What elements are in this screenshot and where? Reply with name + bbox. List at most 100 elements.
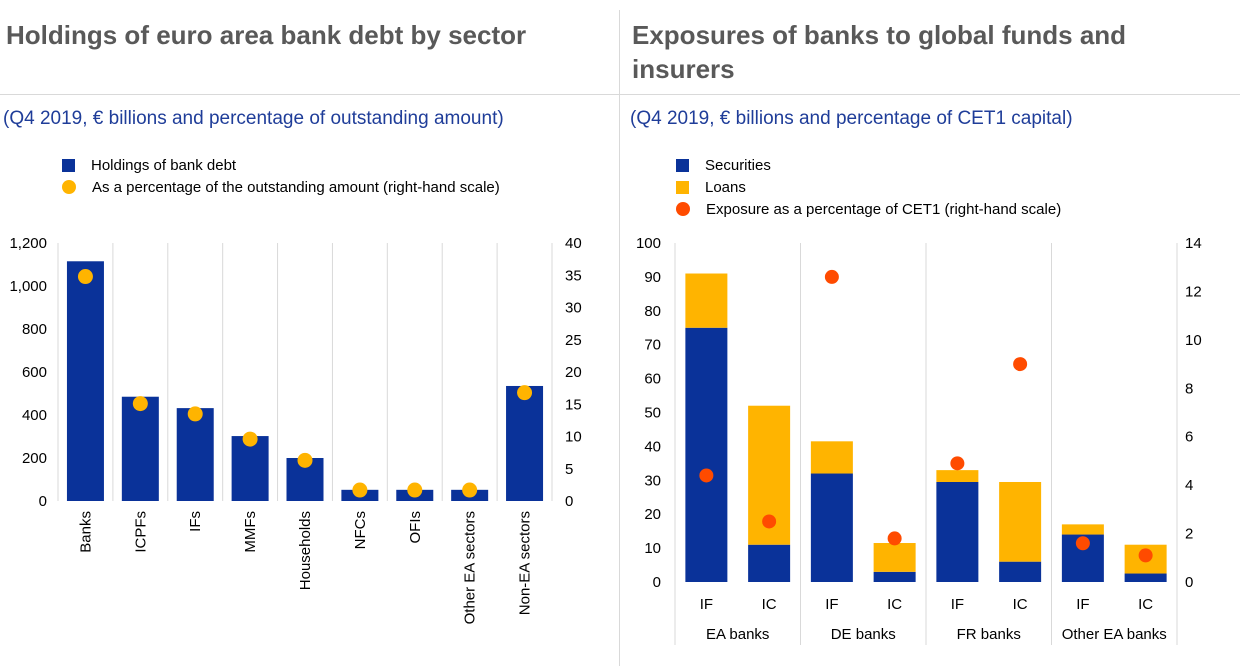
chart-legend: Securities Loans Exposure as a percentag… <box>676 154 1061 220</box>
chart-subtitle: (Q4 2019, € billions and percentage of o… <box>3 108 504 129</box>
bar-securities <box>810 473 853 582</box>
y-right-tick-label: 14 <box>1185 235 1202 252</box>
exposures-chart-plot: 0 10 20 30 40 50 60 70 80 90 100 0 2 4 6 8 10 12 14 IF IC IF I… <box>636 235 1202 645</box>
point-percentage <box>132 396 148 412</box>
legend-label: As a percentage of the outstanding amoun… <box>92 178 500 196</box>
x-group-label: DE banks <box>831 626 896 643</box>
y-left-tick-label: 20 <box>644 506 661 523</box>
x-category-label: IC <box>762 596 777 613</box>
x-group-label: EA banks <box>706 626 769 643</box>
legend-swatch-yellow-dot <box>62 180 76 194</box>
point-percentage <box>242 431 258 447</box>
y-left-tick-label: 80 <box>644 303 661 320</box>
x-category-label: IC <box>887 596 902 613</box>
x-category-label: Banks <box>77 511 94 553</box>
point-percentage <box>352 482 368 498</box>
x-category-label: NFCs <box>352 511 369 549</box>
bar-holdings <box>506 385 544 501</box>
point-percentage <box>77 269 93 285</box>
y-right-tick-label: 30 <box>565 300 582 317</box>
legend-item-holdings: Holdings of bank debt <box>62 154 500 176</box>
legend-swatch-orange-dot <box>676 202 690 216</box>
point-cet1 <box>762 514 777 529</box>
bar-loans <box>685 273 728 328</box>
x-category-label: MMFs <box>242 511 259 553</box>
y-left-tick-label: 100 <box>636 235 661 252</box>
y-right-tick-label: 12 <box>1185 283 1202 300</box>
y-left-tick-label: 10 <box>644 540 661 557</box>
legend-item-loans: Loans <box>676 176 1061 198</box>
point-percentage <box>297 452 313 468</box>
x-category-label: IF <box>951 596 964 613</box>
legend-swatch-yellow <box>676 180 689 194</box>
y-left-tick-label: 90 <box>644 269 661 286</box>
chart-panel-exposures: Exposures of banks to global funds and i… <box>620 0 1240 666</box>
x-group-label: Other EA banks <box>1062 626 1167 643</box>
legend-label: Exposure as a percentage of CET1 (right-… <box>706 200 1062 218</box>
bar-holdings <box>231 436 269 501</box>
title-divider <box>620 94 1240 95</box>
legend-swatch-navy <box>676 158 689 172</box>
chart-title: Exposures of banks to global funds and i… <box>632 20 1127 84</box>
x-category-label: IF <box>1076 596 1089 613</box>
x-group-label: FR banks <box>957 626 1021 643</box>
legend-item-cet1: Exposure as a percentage of CET1 (right-… <box>676 198 1061 220</box>
x-category-label: IF <box>700 596 713 613</box>
y-left-tick-label: 600 <box>22 364 47 381</box>
point-cet1 <box>950 456 965 471</box>
y-right-tick-label: 0 <box>1185 574 1193 591</box>
x-category-label: IF <box>825 596 838 613</box>
x-category-label: OFIs <box>407 511 424 544</box>
title-divider <box>0 94 619 95</box>
legend-item-securities: Securities <box>676 154 1061 176</box>
chart-legend: Holdings of bank debt As a percentage of… <box>62 154 500 198</box>
panel-divider <box>619 10 620 666</box>
y-left-tick-label: 1,200 <box>9 235 47 252</box>
bar-loans <box>873 543 916 572</box>
x-category-label: IC <box>1013 596 1028 613</box>
y-left-tick-label: 70 <box>644 337 661 354</box>
x-category-label: Other EA sectors <box>462 511 479 624</box>
y-right-tick-label: 40 <box>565 235 582 252</box>
legend-label: Loans <box>705 178 746 196</box>
point-cet1 <box>1075 536 1090 551</box>
bar-loans <box>1061 524 1104 535</box>
y-right-tick-label: 10 <box>1185 332 1202 349</box>
chart-subtitle: (Q4 2019, € billions and percentage of C… <box>630 108 1073 129</box>
y-left-tick-label: 30 <box>644 472 661 489</box>
holdings-chart-plot: 0 200 400 600 800 1,000 1,200 0 5 10 15 20 25 30 35 40 B… <box>9 235 582 624</box>
y-right-tick-label: 20 <box>565 364 582 381</box>
y-right-tick-label: 10 <box>565 429 582 446</box>
bar-securities <box>936 481 979 582</box>
x-category-label: ICPFs <box>132 511 149 553</box>
point-percentage <box>407 482 423 498</box>
legend-item-percentage: As a percentage of the outstanding amoun… <box>62 176 500 198</box>
chart-title: Holdings of euro area bank debt by secto… <box>6 20 527 50</box>
point-cet1 <box>1138 548 1153 563</box>
legend-label: Holdings of bank debt <box>91 156 237 174</box>
y-left-tick-label: 0 <box>39 493 47 510</box>
point-percentage <box>517 385 533 401</box>
y-right-tick-label: 2 <box>1185 526 1193 543</box>
point-cet1 <box>887 531 902 546</box>
x-category-label: IC <box>1138 596 1153 613</box>
point-percentage <box>187 406 203 422</box>
bar-securities <box>1124 573 1167 582</box>
bar-holdings <box>176 408 214 501</box>
legend-swatch-navy <box>62 158 75 172</box>
bar-securities <box>748 544 791 582</box>
y-left-tick-label: 40 <box>644 438 661 455</box>
bar-loans <box>810 441 853 474</box>
bar-securities <box>685 327 728 582</box>
bar-securities <box>999 561 1042 582</box>
bar-holdings <box>121 396 159 501</box>
y-left-tick-label: 1,000 <box>9 278 47 295</box>
bar-holdings <box>66 261 104 501</box>
legend-label: Securities <box>705 156 771 174</box>
point-cet1 <box>699 468 714 483</box>
y-left-tick-label: 0 <box>653 574 661 591</box>
y-left-tick-label: 200 <box>22 450 47 467</box>
y-right-tick-label: 25 <box>565 332 582 349</box>
y-right-tick-label: 5 <box>565 461 573 478</box>
bar-loans <box>999 481 1042 562</box>
